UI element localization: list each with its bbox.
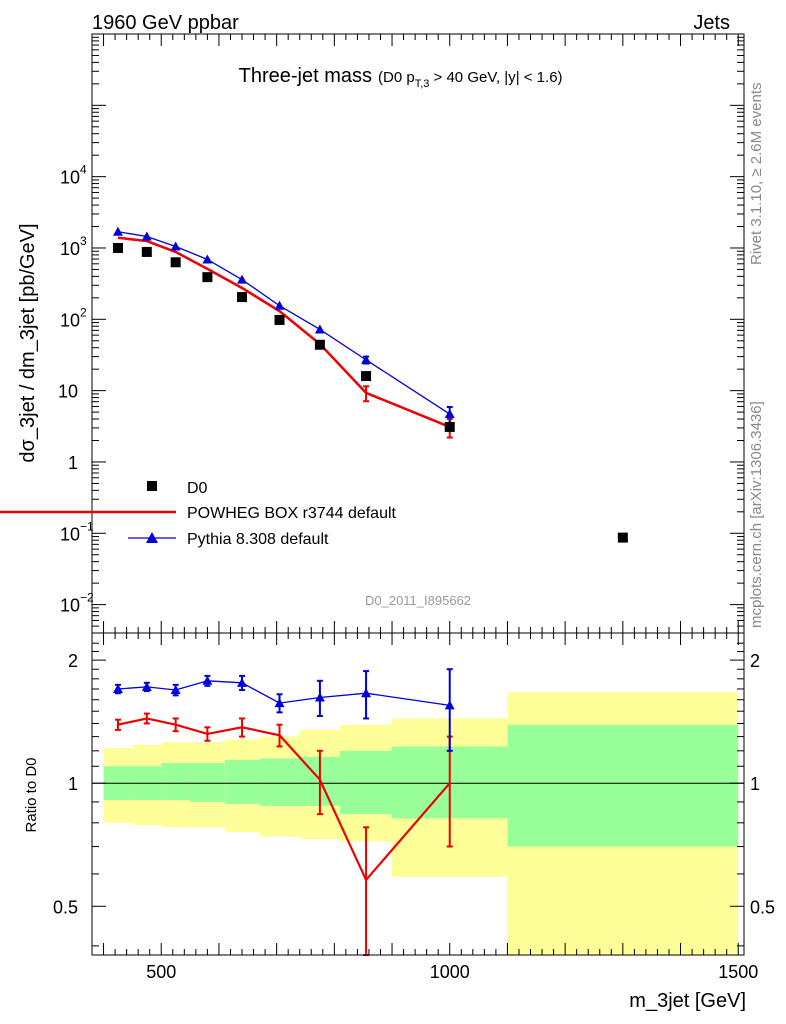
y-tick-label-exponent: 4 xyxy=(80,163,87,177)
legend-marker-pythia xyxy=(146,532,158,543)
pythia-ratio-point xyxy=(202,675,213,685)
data-point xyxy=(361,371,372,382)
pythia-ratio-point xyxy=(274,698,285,708)
data-point xyxy=(444,421,455,432)
header-left: 1960 GeV ppbar xyxy=(92,12,239,34)
pythia-ratio-point xyxy=(314,692,325,702)
ratio-plot-frame xyxy=(91,632,745,956)
stat-uncertainty-band xyxy=(161,763,191,800)
pythia-ratio-point xyxy=(112,683,123,693)
pythia-ratio-line xyxy=(117,680,450,707)
powheg-line xyxy=(117,236,451,429)
rivet-version-label: Rivet 3.1.10, ≥ 2.6M events xyxy=(748,83,765,266)
stat-uncertainty-band xyxy=(224,759,260,804)
ratio-y-tick-label: 0.5 xyxy=(53,897,78,917)
chart-title-main: Three-jet mass xyxy=(239,65,372,87)
legend: D0 POWHEG BOX r3744 default Pythia 8.308… xyxy=(0,480,397,548)
pythia-point xyxy=(141,231,152,241)
y-tick-label-exponent: 3 xyxy=(80,234,87,248)
pythia-point xyxy=(202,254,213,264)
x-tick-label: 500 xyxy=(146,962,176,982)
x-axis-label: m_3jet [GeV] xyxy=(629,990,746,1012)
pythia-point xyxy=(361,354,372,364)
ratio-y-tick-label: 2 xyxy=(68,651,78,671)
legend-label-pythia: Pythia 8.308 default xyxy=(187,531,329,548)
pythia-ratio-point xyxy=(444,700,455,710)
y-tick-label: 10 xyxy=(58,382,78,402)
y-tick-label: 10 xyxy=(60,168,80,188)
ratio-y-tick-label-right: 2 xyxy=(750,651,760,671)
y-tick-label: 10 xyxy=(60,524,80,544)
pythia-ratio-point xyxy=(141,681,152,691)
y-tick-label-exponent: −1 xyxy=(80,519,94,533)
pythia-ratio-point xyxy=(170,685,181,695)
ratio-y-tick-label-right: 1 xyxy=(750,774,760,794)
ratio-y-axis-label: Ratio to D0 xyxy=(23,757,40,832)
data-point xyxy=(617,532,628,543)
header-right: Jets xyxy=(693,12,730,34)
data-point xyxy=(141,246,152,257)
data-point xyxy=(112,242,123,253)
data-point xyxy=(170,257,181,268)
data-point xyxy=(237,292,248,303)
pythia-point xyxy=(444,409,455,419)
mcplots-label: mcplots.cern.ch [arXiv:1306.3436] xyxy=(748,401,765,628)
stat-uncertainty-band xyxy=(340,750,393,815)
legend-label-data: D0 xyxy=(187,480,208,497)
y-axis-label: dσ_3jet / dm_3jet [pb/GeV] xyxy=(17,223,39,462)
y-tick-label: 1 xyxy=(68,453,78,473)
pythia-point xyxy=(274,300,285,310)
pythia-point xyxy=(112,226,123,236)
chart-title-cuts: (D0 pT,3 > 40 GeV, |y| < 1.6) xyxy=(378,69,563,90)
ratio-y-tick-label: 1 xyxy=(68,774,78,794)
legend-label-powheg: POWHEG BOX r3744 default xyxy=(187,505,397,522)
pythia-ratio-point xyxy=(361,688,372,698)
y-tick-label-exponent: −2 xyxy=(80,591,94,605)
chart-title: Three-jet mass (D0 pT,3 > 40 GeV, |y| < … xyxy=(239,65,563,90)
legend-marker-data xyxy=(147,481,157,491)
y-tick-label: 10 xyxy=(60,596,80,616)
y-tick-label: 10 xyxy=(60,239,80,259)
x-tick-label: 1000 xyxy=(430,962,470,982)
x-tick-label: 1500 xyxy=(718,962,758,982)
stat-uncertainty-band xyxy=(190,763,225,802)
pythia-point xyxy=(314,324,325,334)
stat-uncertainty-band xyxy=(507,724,739,847)
pythia-point xyxy=(170,241,181,251)
pythia-ratio-point xyxy=(237,677,248,687)
pythia-point xyxy=(237,274,248,284)
data-point xyxy=(274,314,285,325)
y-tick-label-exponent: 2 xyxy=(80,305,87,319)
y-tick-label: 10 xyxy=(60,310,80,330)
data-point xyxy=(314,339,325,350)
stat-uncertainty-band xyxy=(259,758,300,806)
analysis-id-label: D0_2011_I895662 xyxy=(365,593,471,608)
data-point xyxy=(202,272,213,283)
ratio-y-tick-label-right: 0.5 xyxy=(750,897,775,917)
